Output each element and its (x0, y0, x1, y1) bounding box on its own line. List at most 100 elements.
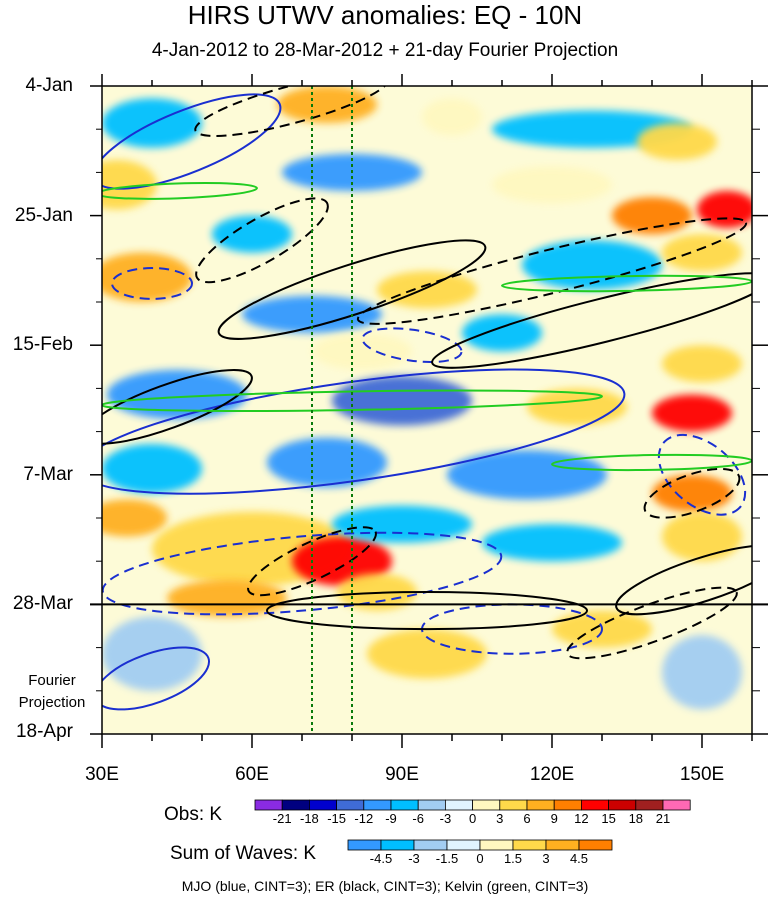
contour-er-positive-10 (431, 272, 752, 369)
contour-legend-footer: MJO (blue, CINT=3); ER (black, CINT=3); … (181, 878, 589, 894)
chart-title: HIRS UTWV anomalies: EQ - 10N (187, 0, 583, 30)
anomaly-blob-35 (102, 616, 202, 691)
obs-colorbar-label-2: -15 (327, 811, 346, 826)
plot-axes (90, 74, 768, 748)
x-tick-label-2: 90E (385, 764, 419, 785)
obs-colorbar-box-12 (581, 799, 610, 811)
obs-colorbar-label-5: -6 (412, 811, 424, 826)
anomaly-blob-4 (637, 123, 717, 161)
contour-mjo-positive-2 (102, 646, 211, 711)
waves-colorbar-label-6: 4.5 (569, 851, 589, 866)
obs-colorbar-box-2 (308, 799, 337, 811)
obs-colorbar-box-1 (281, 799, 310, 811)
anomaly-blob-16 (312, 332, 412, 370)
anomaly-blob-33 (167, 579, 287, 617)
obs-colorbar-label-4: -9 (385, 811, 397, 826)
obs-colorbar-box-8 (472, 799, 501, 811)
anomaly-blob-9 (697, 190, 752, 228)
anomaly-blob-38 (662, 635, 742, 710)
y-tick-label-4: 28-Mar (12, 593, 73, 615)
anomaly-blob-36 (367, 629, 487, 679)
obs-colorbar-label-9: 6 (523, 811, 531, 826)
fourier-label-line1: Fourier (28, 672, 76, 689)
anomaly-blob-24 (267, 437, 387, 488)
anomaly-blob-10 (102, 252, 192, 302)
anomaly-blob-23 (102, 443, 202, 494)
contour-er-negative-16 (247, 526, 377, 597)
anomaly-blob-22 (652, 394, 732, 432)
waves-colorbar-box-1 (380, 839, 415, 851)
anomaly-blob-8 (612, 197, 692, 235)
anomaly-blob-27 (102, 499, 167, 537)
contour-er-negative-18 (566, 586, 738, 660)
fourier-projection-label: Fourier Projection (12, 670, 92, 714)
waves-colorbar-title: Sum of Waves: K (170, 843, 317, 864)
obs-colorbar-box-10 (526, 799, 555, 811)
obs-colorbar-box-11 (553, 799, 582, 811)
y-tick-label-2: 15-Feb (12, 334, 73, 356)
contour-mjo-negative-3 (111, 267, 193, 300)
y-tick-label-0: 4-Jan (25, 75, 73, 96)
obs-colorbar-label-10: 9 (550, 811, 558, 826)
obs-colorbar-label-12: 15 (601, 811, 616, 826)
waves-colorbar (347, 839, 613, 851)
x-tick-label-3: 120E (529, 764, 575, 785)
anomaly-blob-25 (447, 450, 607, 500)
contour-er-positive-12 (266, 591, 588, 631)
waves-colorbar-label-4: 1.5 (503, 851, 523, 866)
contour-er-negative-15 (356, 217, 748, 325)
anomaly-blob-7 (492, 166, 612, 204)
anomaly-blob-18 (662, 345, 742, 383)
waves-colorbar-box-0 (347, 839, 382, 851)
contour-er-negative-14 (195, 197, 329, 284)
contour-mjo-negative-4 (361, 327, 463, 363)
contour-er-positive-8 (217, 239, 487, 340)
waves-colorbar-label-1: -3 (408, 851, 420, 866)
waves-colorbar-label-2: -1.5 (435, 851, 459, 866)
obs-colorbar-label-1: -18 (299, 811, 319, 826)
obs-colorbar-title: Obs: K (164, 804, 223, 825)
anomaly-blob-20 (332, 376, 472, 426)
contour-mjo-negative-5 (102, 531, 503, 616)
obs-colorbar-label-13: 18 (628, 811, 644, 826)
x-tick-label-1: 60E (235, 764, 269, 785)
obs-colorbar (254, 799, 691, 811)
y-tick-label-5: 18-Apr (15, 721, 73, 742)
waves-colorbar-label-0: -4.5 (369, 851, 393, 866)
anomaly-blob-14 (522, 240, 662, 290)
waves-colorbar-label-5: 3 (542, 851, 550, 866)
obs-colorbar-box-9 (499, 799, 528, 811)
obs-colorbar-box-13 (608, 799, 637, 811)
obs-colorbar-box-5 (390, 799, 419, 811)
y-tick-label-1: 25-Jan (14, 204, 73, 226)
obs-anomaly-field (102, 86, 752, 710)
contour-er-positive-11 (615, 544, 752, 616)
obs-colorbar-box-4 (363, 799, 392, 811)
obs-colorbar-box-3 (336, 799, 365, 811)
waves-colorbar-box-5 (512, 839, 547, 851)
contour-kelvin-positive-19 (102, 182, 258, 200)
anomaly-blob-26 (652, 474, 732, 512)
obs-colorbar-label-6: -3 (439, 811, 452, 826)
obs-colorbar-label-8: 3 (496, 811, 504, 826)
fourier-label-line2: Projection (18, 694, 86, 711)
obs-colorbar-label-14: 21 (655, 811, 671, 826)
anomaly-blob-31 (482, 524, 622, 562)
obs-colorbar-label-3: -12 (354, 811, 374, 826)
waves-colorbar-box-3 (446, 839, 481, 851)
waves-colorbar-label-3: 0 (476, 851, 484, 866)
anomaly-blob-15 (662, 234, 742, 272)
contour-mjo-positive-1 (102, 368, 626, 495)
obs-colorbar-label-11: 12 (574, 811, 589, 826)
contour-mjo-negative-7 (657, 433, 747, 516)
waves-colorbar-box-7 (578, 839, 613, 851)
waves-colorbar-box-6 (545, 839, 580, 851)
chart-subtitle: 4-Jan-2012 to 28-Mar-2012 + 21-day Fouri… (151, 40, 619, 61)
waves-colorbar-box-2 (413, 839, 448, 851)
anomaly-blob-11 (212, 215, 292, 253)
x-tick-label-4: 150E (679, 764, 725, 785)
contour-er-negative-17 (643, 467, 741, 519)
contour-er-positive-9 (102, 369, 253, 445)
obs-colorbar-box-0 (254, 799, 283, 811)
plot-frame (101, 85, 753, 735)
